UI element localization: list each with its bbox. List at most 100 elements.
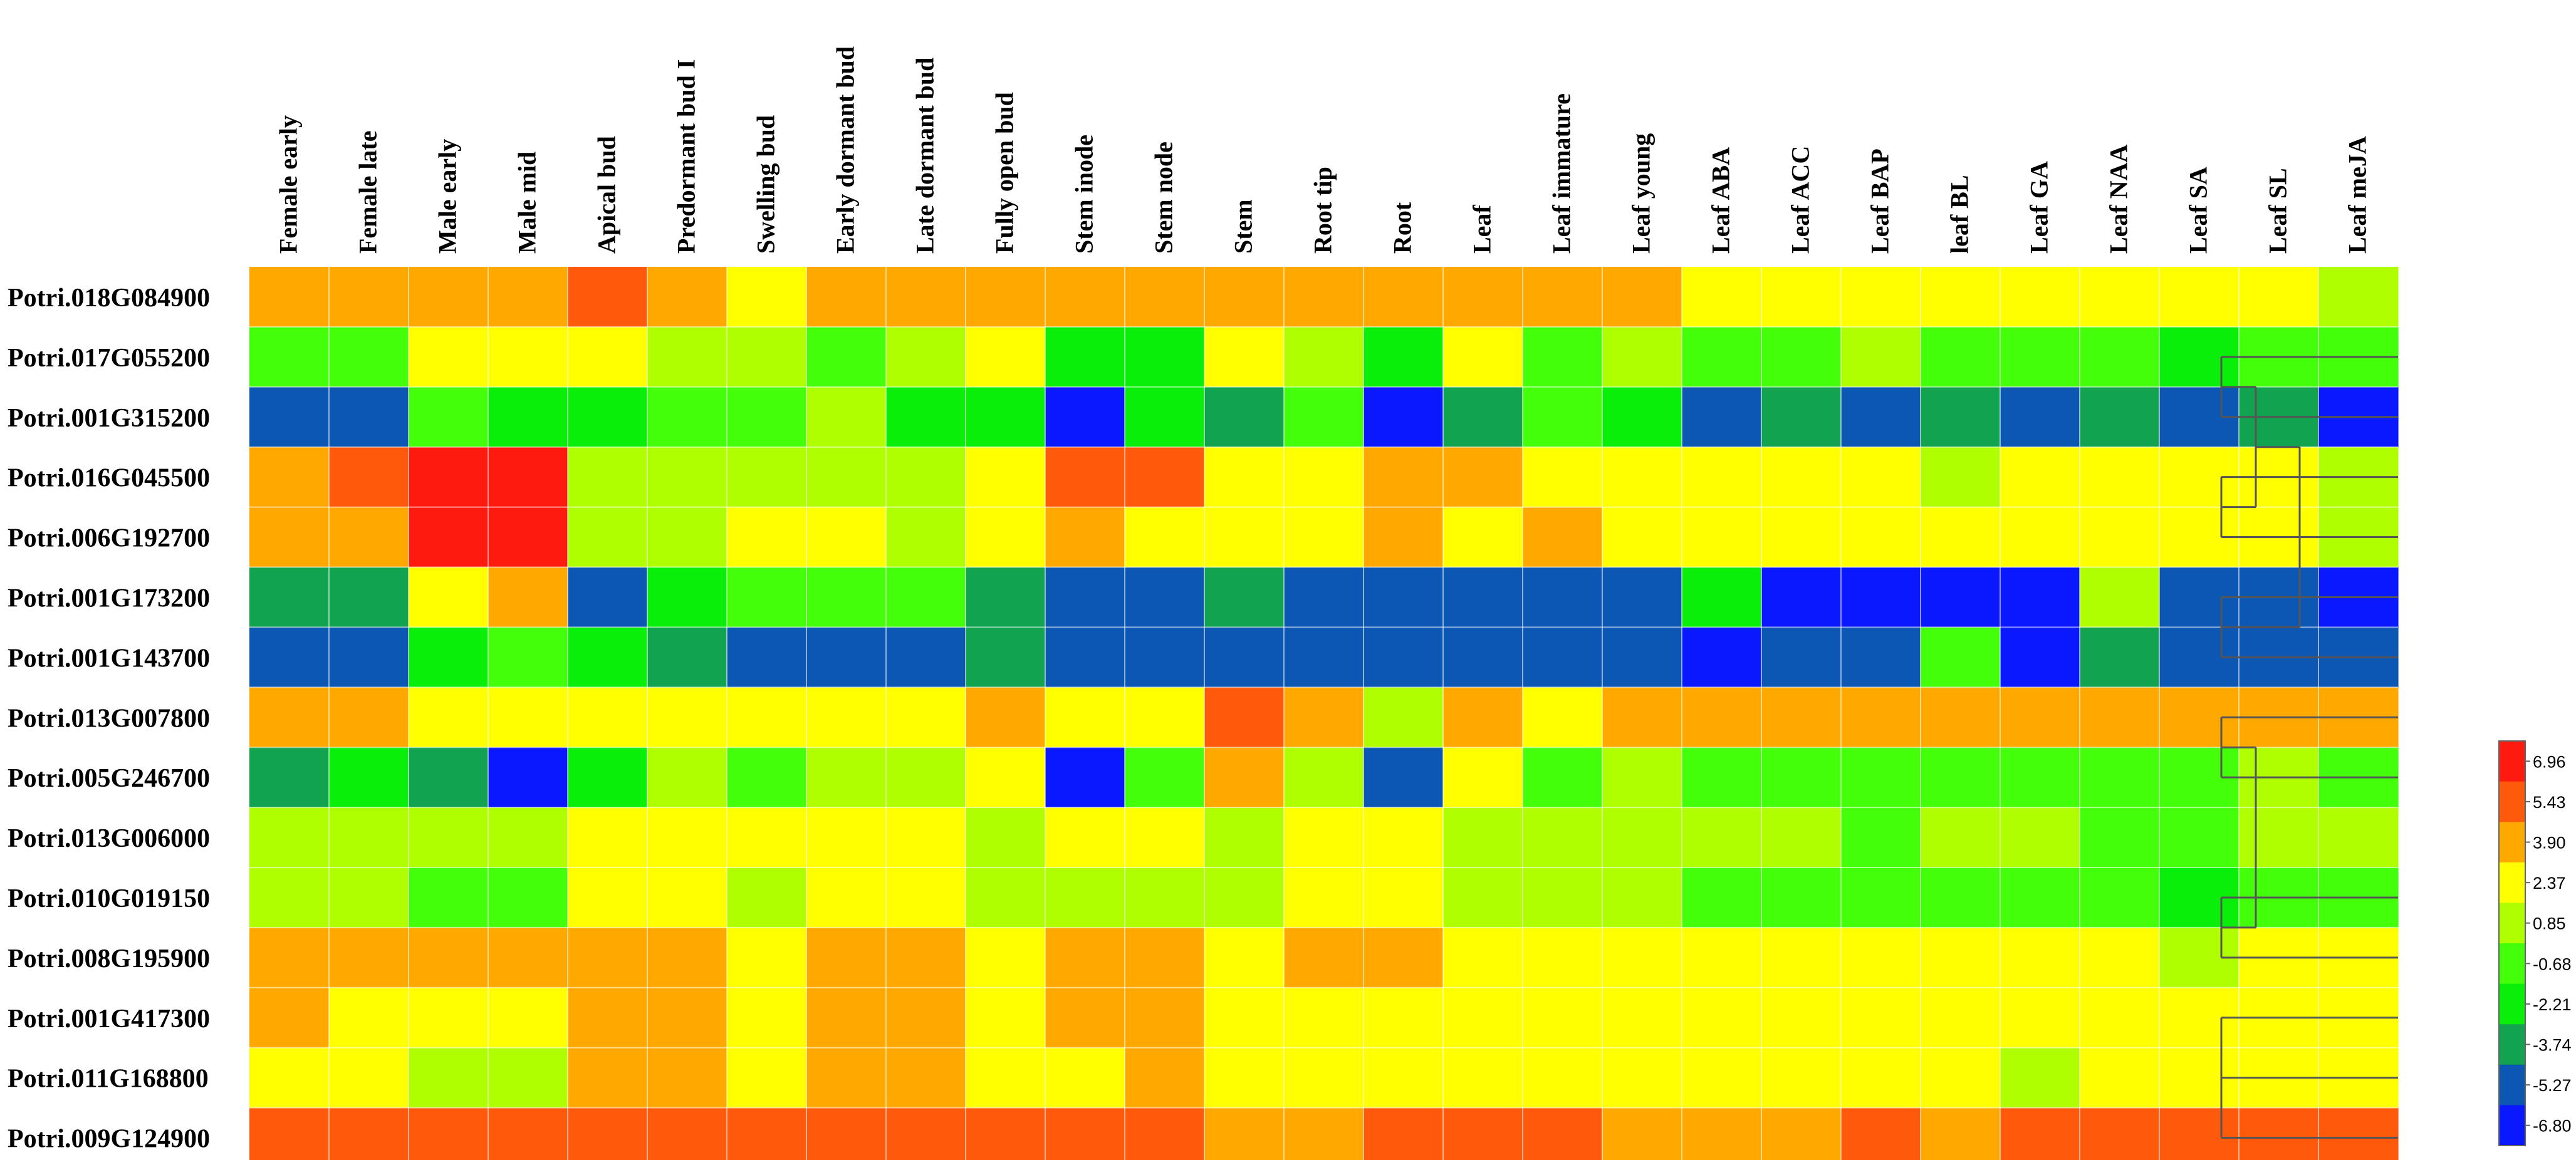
legend-tick-label: 0.85 <box>2533 914 2566 933</box>
heatmap-cell <box>1523 927 1603 988</box>
heatmap-cell <box>1284 386 1364 448</box>
heatmap-cell <box>966 507 1046 568</box>
column-label: leaf BL <box>1946 175 1974 254</box>
heatmap-cell <box>1682 1047 1762 1109</box>
column-label: Root tip <box>1309 167 1337 254</box>
heatmap-cell <box>329 1047 409 1109</box>
row-label: Potri.013G007800 <box>8 704 210 733</box>
heatmap-cell <box>806 567 887 628</box>
heatmap-cell <box>1761 567 1842 628</box>
heatmap-cell <box>1125 627 1205 688</box>
heatmap-cell <box>647 687 727 748</box>
heatmap-cell <box>329 747 409 808</box>
heatmap-cell <box>727 1047 807 1109</box>
heatmap-cell <box>727 807 807 868</box>
heatmap-cell <box>2080 326 2160 388</box>
heatmap-cell <box>1045 326 1125 388</box>
heatmap-cell <box>1602 627 1682 688</box>
heatmap-cell <box>1443 326 1523 388</box>
heatmap-cell <box>409 687 489 748</box>
heatmap-cell <box>409 326 489 388</box>
heatmap-cell <box>727 867 807 928</box>
heatmap-cell <box>1921 807 2001 868</box>
legend-swatch <box>2499 781 2525 822</box>
heatmap-cell <box>568 1107 648 1160</box>
heatmap-cell <box>1125 1047 1205 1109</box>
heatmap-cell <box>1841 267 1921 328</box>
heatmap-cell <box>1045 267 1125 328</box>
heatmap-cell <box>727 747 807 808</box>
row-label: Potri.018G084900 <box>8 284 210 313</box>
legend-tick-label: -3.74 <box>2533 1036 2572 1055</box>
column-label: Leaf ACC <box>1786 146 1815 254</box>
column-label: Early dormant bud <box>832 46 860 254</box>
heatmap-cell <box>1682 807 1762 868</box>
heatmap-cell <box>1682 627 1762 688</box>
row-label: Potri.011G168800 <box>8 1065 209 1094</box>
heatmap-cell <box>1841 507 1921 568</box>
heatmap-cell <box>886 326 966 388</box>
heatmap-cell <box>966 326 1046 388</box>
heatmap-cell <box>1284 1107 1364 1160</box>
heatmap-cell <box>1443 867 1523 928</box>
heatmap-cell <box>409 807 489 868</box>
heatmap-cell <box>886 747 966 808</box>
heatmap-cell <box>2000 326 2080 388</box>
heatmap-cell <box>966 1107 1046 1160</box>
heatmap-cell <box>1921 567 2001 628</box>
heatmap-cell <box>1443 507 1523 568</box>
heatmap-cell <box>488 507 568 568</box>
heatmap-cell <box>1921 447 2001 508</box>
heatmap-cell <box>727 326 807 388</box>
heatmap-cell <box>1284 267 1364 328</box>
heatmap-cell <box>1761 927 1842 988</box>
heatmap-cell <box>1125 927 1205 988</box>
heatmap-cell <box>1284 1047 1364 1109</box>
heatmap-cell <box>806 1107 887 1160</box>
legend-tick-label: -6.80 <box>2533 1117 2572 1136</box>
heatmap-cell <box>1761 507 1842 568</box>
heatmap-cell <box>2080 687 2160 748</box>
heatmap-cell <box>1523 987 1603 1049</box>
heatmap-cell <box>1921 267 2001 328</box>
heatmap-cell <box>1204 447 1285 508</box>
heatmap-cell <box>1204 326 1285 388</box>
heatmap-cell <box>1364 1107 1444 1160</box>
heatmap-cell <box>1284 507 1364 568</box>
heatmap-cell <box>409 1047 489 1109</box>
heatmap-cell <box>409 507 489 568</box>
legend-tick-label: 2.37 <box>2533 874 2566 893</box>
heatmap-cell <box>1045 927 1125 988</box>
heatmap-cell <box>1841 567 1921 628</box>
heatmap-cell <box>1523 267 1603 328</box>
heatmap-cell <box>409 386 489 448</box>
heatmap-cell <box>1204 507 1285 568</box>
heatmap-cell <box>1125 687 1205 748</box>
heatmap-cell <box>1364 447 1444 508</box>
heatmap-cell <box>1443 267 1523 328</box>
heatmap-cell <box>1682 927 1762 988</box>
heatmap-cell <box>1364 1047 1444 1109</box>
heatmap-cell <box>886 386 966 448</box>
heatmap-cell <box>1682 867 1762 928</box>
column-label: Female late <box>354 130 382 254</box>
heatmap-cell <box>806 1047 887 1109</box>
row-label: Potri.001G315200 <box>8 404 210 433</box>
heatmap-cell <box>1682 447 1762 508</box>
heatmap-cell <box>488 447 568 508</box>
heatmap-cell <box>966 987 1046 1049</box>
heatmap-cell <box>1921 687 2001 748</box>
heatmap-cell <box>249 747 330 808</box>
heatmap-cell <box>249 807 330 868</box>
heatmap-cell <box>1364 267 1444 328</box>
heatmap-cell <box>886 1107 966 1160</box>
heatmap-cell <box>647 747 727 808</box>
heatmap-cell <box>2080 507 2160 568</box>
heatmap-cell <box>568 447 648 508</box>
heatmap-cell <box>1841 326 1921 388</box>
heatmap-cell <box>1443 927 1523 988</box>
heatmap-cell <box>1125 567 1205 628</box>
heatmap-cell <box>1682 987 1762 1049</box>
heatmap-cell <box>1045 807 1125 868</box>
heatmap-cell <box>1045 567 1125 628</box>
